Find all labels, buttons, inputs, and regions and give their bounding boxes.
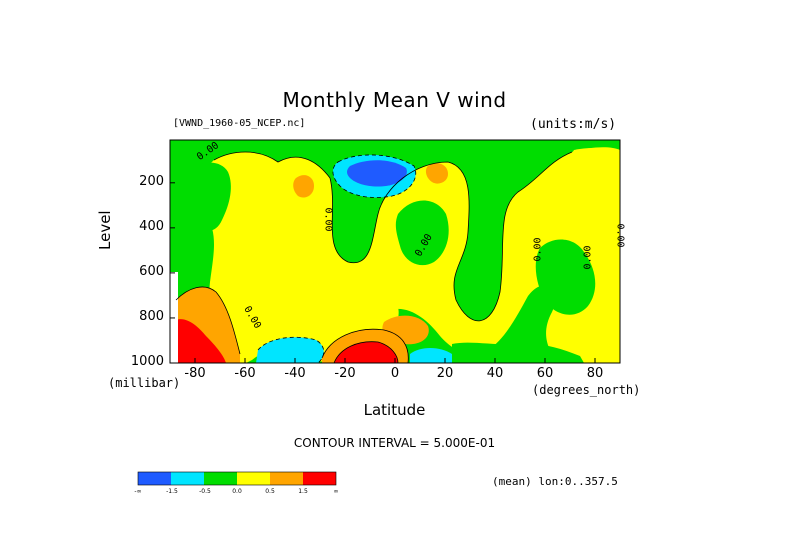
region-green-right-low [535, 239, 596, 315]
colorbar-label: 0.5 [265, 488, 275, 495]
region-orange-850 [382, 315, 429, 345]
x-tick-label: 60 [536, 366, 554, 381]
region-cyan-low-left [256, 337, 324, 363]
y-tick-label: 600 [139, 264, 164, 279]
colorbar-label: -0.5 [199, 488, 211, 495]
x-axis-label: Latitude [363, 401, 426, 419]
longitude-note: (mean) lon:0..357.5 [492, 475, 618, 488]
colorbar-swatch [204, 472, 237, 485]
y-tick-label: 1000 [130, 354, 164, 369]
chart-title: Monthly Mean V wind [282, 88, 507, 112]
colorbar-swatch [171, 472, 204, 485]
x-tick-label: 40 [486, 366, 504, 381]
region-yellow-lowcenter [284, 270, 399, 344]
tick-marks [170, 182, 596, 364]
colorbar-frame [137, 471, 337, 486]
x-axis-unit: (degrees_north) [532, 383, 641, 397]
x-tick-label: -60 [234, 366, 256, 381]
contour-fill-group [170, 140, 620, 363]
colorbar-label: -∞ [134, 488, 142, 495]
region-cyan-low-mid [410, 348, 456, 363]
colorbar-swatch [303, 472, 336, 485]
region-blue-jet [347, 160, 407, 187]
x-tick-label: 0 [390, 366, 400, 381]
y-axis-unit: (millibar) [108, 376, 181, 390]
colorbar-label: -1.5 [166, 488, 178, 495]
y-tick-label: 200 [139, 174, 164, 189]
colorbar-label: ∞ [333, 488, 339, 495]
region-orange-top-left [293, 175, 314, 198]
colorbar-swatch [270, 472, 303, 485]
colorbar-label: 1.5 [298, 488, 308, 495]
contour-lines [175, 151, 573, 363]
x-tick-label: -40 [284, 366, 306, 381]
dataset-label: [VWND_1960-05_NCEP.nc] [173, 118, 306, 129]
colorbar-label: 0.0 [232, 488, 242, 495]
x-tick-label: -80 [184, 366, 206, 381]
y-tick-label: 400 [139, 219, 164, 234]
colorbar-swatch [237, 472, 270, 485]
x-tick-label: -20 [334, 366, 356, 381]
region-green-low-right [452, 342, 584, 363]
x-tick-label: 20 [436, 366, 454, 381]
colorbar-swatch [138, 472, 171, 485]
region-yellow-ne-low [586, 345, 610, 363]
contour-interval-note: CONTOUR INTERVAL = 5.000E-01 [293, 436, 496, 450]
region-green-island-1 [185, 162, 231, 231]
region-orange-top-mid [425, 163, 448, 184]
region-yellow-right [571, 148, 620, 240]
x-tick-label: 80 [586, 366, 604, 381]
region-red-low-center [334, 341, 398, 363]
region-green-column [395, 200, 449, 266]
region-red-sw [176, 319, 226, 363]
units-label: (units:m/s) [530, 117, 617, 132]
y-tick-label: 800 [139, 309, 164, 324]
